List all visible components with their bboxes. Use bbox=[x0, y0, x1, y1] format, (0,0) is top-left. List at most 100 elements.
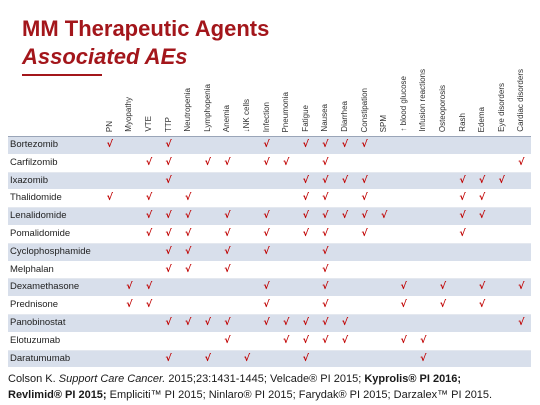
empty-cell bbox=[120, 315, 140, 332]
empty-cell bbox=[100, 173, 120, 190]
empty-cell bbox=[237, 137, 257, 154]
empty-cell bbox=[492, 137, 512, 154]
empty-cell bbox=[453, 333, 473, 350]
column-header-lymphopenia: Lymphopenia bbox=[202, 84, 212, 132]
empty-cell bbox=[453, 297, 473, 314]
empty-cell bbox=[414, 173, 434, 190]
column-header-anemia: Anemia bbox=[222, 104, 232, 132]
empty-cell bbox=[374, 190, 394, 207]
empty-cell bbox=[139, 262, 159, 279]
empty-cell bbox=[237, 244, 257, 261]
check-mark: √ bbox=[322, 316, 329, 328]
empty-cell bbox=[178, 333, 198, 350]
check-mark: √ bbox=[106, 192, 113, 204]
empty-cell bbox=[100, 226, 120, 243]
column-header-neutropenia: Neutropenia bbox=[183, 88, 193, 132]
check-mark: √ bbox=[263, 156, 270, 168]
check-mark: √ bbox=[185, 192, 192, 204]
check-mark: √ bbox=[459, 227, 466, 239]
empty-cell bbox=[492, 297, 512, 314]
empty-cell bbox=[433, 208, 453, 225]
empty-cell bbox=[394, 155, 414, 172]
drug-name: Dexamethasone bbox=[10, 281, 80, 293]
empty-cell bbox=[100, 155, 120, 172]
check-mark: √ bbox=[224, 334, 231, 346]
empty-cell bbox=[511, 226, 531, 243]
empty-cell bbox=[198, 137, 218, 154]
empty-cell bbox=[120, 333, 140, 350]
check-mark: √ bbox=[518, 316, 525, 328]
check-mark: √ bbox=[145, 227, 153, 239]
empty-cell bbox=[453, 351, 473, 368]
drug-name: Thalidomide bbox=[10, 192, 62, 204]
empty-cell bbox=[355, 315, 375, 332]
check-mark: √ bbox=[224, 210, 231, 222]
check-mark: √ bbox=[478, 174, 486, 186]
empty-cell bbox=[120, 137, 140, 154]
check-mark: √ bbox=[518, 156, 525, 168]
empty-cell bbox=[472, 315, 492, 332]
citation-kyprolis: Kyprolis® PI 2016; bbox=[364, 373, 462, 385]
check-mark: √ bbox=[243, 352, 251, 364]
drug-name: Cyclophosphamide bbox=[10, 245, 91, 257]
empty-cell bbox=[472, 226, 492, 243]
empty-cell bbox=[511, 297, 531, 314]
empty-cell bbox=[433, 333, 453, 350]
check-mark: √ bbox=[322, 245, 329, 257]
empty-cell bbox=[100, 279, 120, 296]
drug-name: Pomalidomide bbox=[10, 227, 71, 239]
table-row-pomalidomide: Pomalidomide √ √ √ √ √ √ √ √ √ bbox=[8, 226, 532, 244]
check-mark: √ bbox=[302, 227, 309, 239]
empty-cell bbox=[414, 244, 434, 261]
empty-cell bbox=[218, 190, 238, 207]
drug-name: Lenalidomide bbox=[10, 210, 67, 222]
empty-cell bbox=[237, 226, 257, 243]
empty-cell bbox=[257, 190, 277, 207]
empty-cell bbox=[394, 244, 414, 261]
check-mark: √ bbox=[518, 281, 525, 293]
check-mark: √ bbox=[322, 281, 329, 293]
empty-cell bbox=[316, 351, 336, 368]
column-header-diarrhea: Diarrhea bbox=[340, 101, 349, 132]
empty-cell bbox=[414, 297, 434, 314]
empty-cell bbox=[511, 173, 531, 190]
empty-cell bbox=[178, 137, 198, 154]
column-header-infection: Infection bbox=[261, 101, 271, 132]
empty-cell bbox=[355, 279, 375, 296]
empty-cell bbox=[257, 173, 277, 190]
empty-cell bbox=[276, 244, 296, 261]
empty-cell bbox=[335, 297, 355, 314]
table-row-elotuzumab: Elotuzumab √ √ √ √ √ √ √ bbox=[8, 333, 532, 351]
empty-cell bbox=[237, 208, 257, 225]
check-mark: √ bbox=[204, 316, 211, 328]
empty-cell bbox=[335, 351, 355, 368]
empty-cell bbox=[100, 244, 120, 261]
column-header-eye-disorders: Eye disorders bbox=[496, 83, 506, 132]
empty-cell bbox=[335, 279, 355, 296]
empty-cell bbox=[453, 244, 473, 261]
empty-cell bbox=[453, 155, 473, 172]
empty-cell bbox=[139, 351, 159, 368]
check-mark: √ bbox=[263, 210, 270, 222]
empty-cell bbox=[433, 262, 453, 279]
check-mark: √ bbox=[263, 299, 270, 311]
empty-cell bbox=[374, 244, 394, 261]
check-mark: √ bbox=[165, 210, 172, 222]
check-mark: √ bbox=[165, 227, 172, 239]
table-row-daratumumab: Daratumumab √ √ √ √ √ bbox=[8, 350, 532, 369]
check-mark: √ bbox=[165, 156, 172, 168]
table-row-ixazomib: Ixazomib √ √ √ √ √ √ √ √ bbox=[8, 172, 532, 191]
empty-cell bbox=[335, 244, 355, 261]
empty-cell bbox=[178, 297, 198, 314]
empty-cell bbox=[355, 351, 375, 368]
empty-cell bbox=[492, 333, 512, 350]
check-mark: √ bbox=[224, 263, 231, 275]
empty-cell bbox=[374, 226, 394, 243]
empty-cell bbox=[394, 208, 414, 225]
column-header-cardiac-disorders: Cardiac disorders bbox=[516, 69, 526, 132]
empty-cell bbox=[198, 226, 218, 243]
column-header-rash: Rash bbox=[457, 113, 467, 132]
check-mark: √ bbox=[185, 210, 192, 222]
check-mark: √ bbox=[145, 156, 153, 168]
